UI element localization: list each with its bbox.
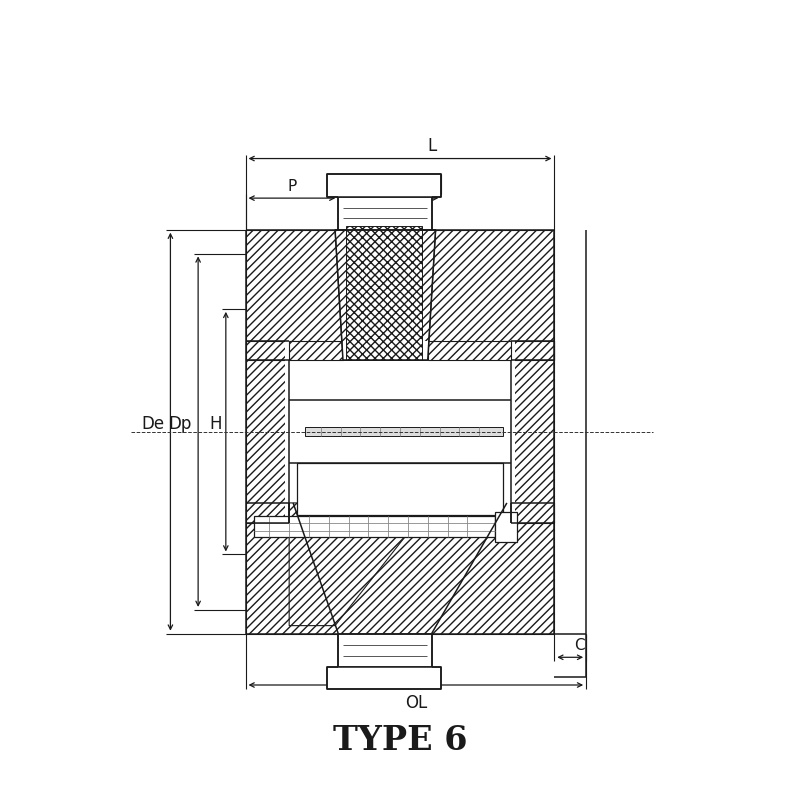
Bar (338, 634, 432, 666)
Polygon shape (289, 341, 343, 361)
Bar (246, 503, 554, 634)
Polygon shape (335, 230, 436, 361)
Bar (338, 197, 432, 230)
Bar (499, 341, 554, 522)
Text: B1: B1 (380, 179, 400, 194)
Bar (495, 512, 517, 542)
Bar (327, 174, 441, 197)
Text: De: De (141, 414, 164, 433)
Bar (286, 341, 514, 522)
Bar (327, 666, 441, 689)
Bar (297, 463, 503, 514)
Text: P: P (287, 179, 297, 194)
Polygon shape (246, 341, 289, 361)
Bar (305, 427, 503, 437)
Text: L: L (427, 137, 436, 154)
Bar (346, 226, 422, 361)
Text: Dp: Dp (169, 414, 192, 433)
Text: OL: OL (405, 694, 427, 713)
Bar (246, 341, 301, 522)
Bar (343, 341, 428, 361)
Text: H: H (210, 414, 222, 433)
Bar (289, 400, 511, 463)
Polygon shape (511, 341, 554, 361)
Text: TYPE 6: TYPE 6 (333, 724, 467, 757)
Polygon shape (289, 503, 432, 626)
Polygon shape (428, 341, 511, 361)
Bar (254, 516, 495, 537)
Text: C: C (574, 638, 585, 654)
Bar (246, 230, 554, 361)
